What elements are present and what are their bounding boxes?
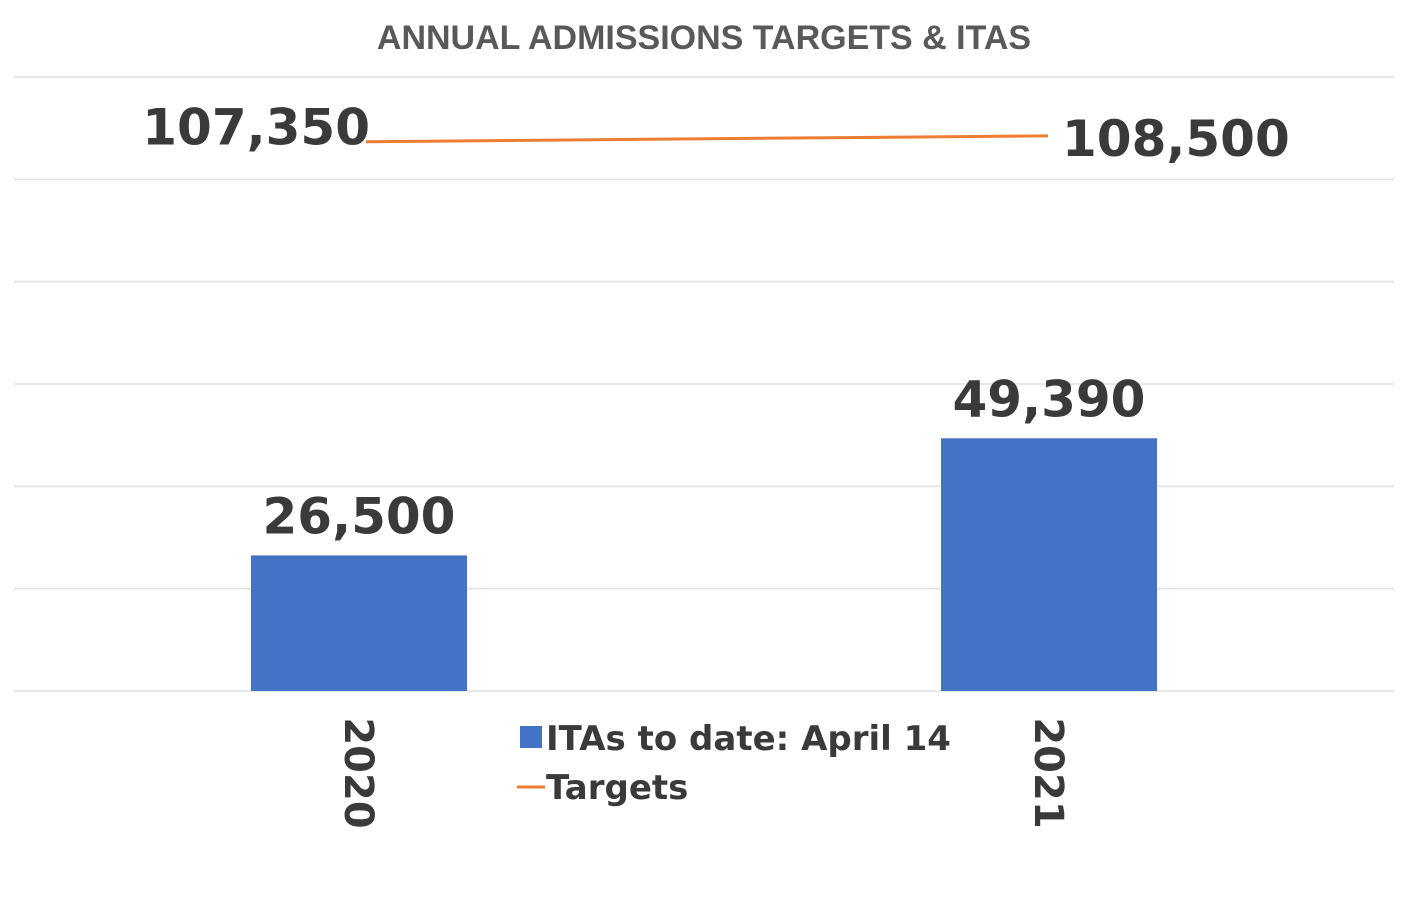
- bar-2020: [251, 555, 467, 691]
- x-tick-label-2020: 2020: [335, 717, 381, 828]
- bar-2021: [941, 438, 1157, 691]
- legend-label-targets: Targets: [546, 768, 688, 808]
- target-value-label-2021: 108,500: [1062, 110, 1290, 168]
- legend-swatch-itas: [520, 726, 542, 748]
- target-value-label-2020: 107,350: [142, 99, 370, 157]
- bar-value-label-2020: 26,500: [263, 487, 456, 545]
- bar-value-label-2021: 49,390: [953, 370, 1146, 428]
- x-axis-ticks: 2020 2021: [335, 717, 1071, 828]
- x-tick-label-2021: 2021: [1025, 717, 1071, 828]
- legend: ITAs to date: April 14 Targets: [517, 719, 951, 808]
- line-series: [365, 134, 1049, 144]
- gridlines: [14, 76, 1394, 692]
- legend-label-itas: ITAs to date: April 14: [546, 719, 951, 759]
- chart-title: ANNUAL ADMISSIONS TARGETS & ITAS: [377, 19, 1031, 57]
- data-labels: 26,500 49,390 107,350 108,500: [142, 99, 1289, 546]
- bar-series: [251, 438, 1157, 691]
- targets-line: [365, 134, 1049, 144]
